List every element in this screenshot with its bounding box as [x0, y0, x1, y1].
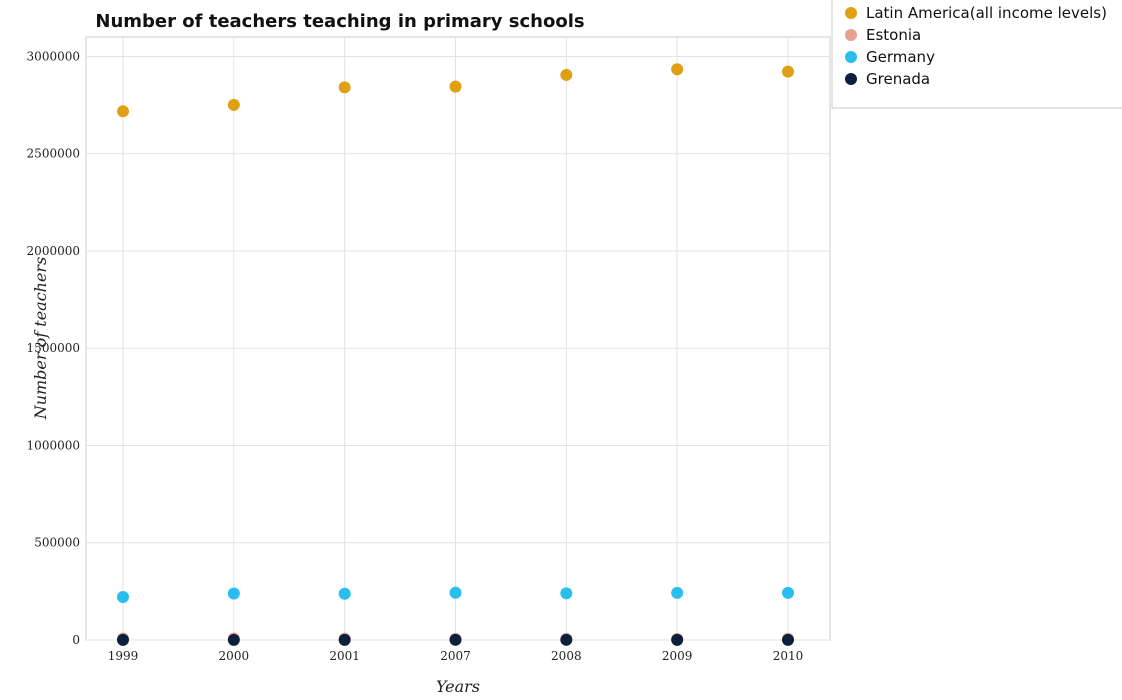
y-tick-label: 0	[72, 633, 80, 647]
legend-label: Grenada	[866, 70, 930, 88]
x-tick-label: 2000	[219, 649, 250, 663]
y-tick-label: 3000000	[27, 49, 80, 63]
y-tick-label: 2000000	[27, 244, 80, 258]
data-point	[560, 633, 573, 646]
data-point	[671, 633, 684, 646]
x-tick-label: 2008	[551, 649, 582, 663]
data-point	[227, 587, 240, 600]
y-axis-ticks: 0 500000 1000000 1500000 2000000 2500000 30000…	[27, 49, 80, 647]
y-axis-label: Number of teachers	[31, 257, 50, 421]
data-point	[227, 98, 240, 111]
x-axis-label: Years	[436, 677, 480, 696]
data-point	[449, 586, 462, 599]
data-point	[338, 587, 351, 600]
data-point	[782, 65, 794, 78]
data-point	[117, 591, 129, 604]
data-point	[338, 633, 351, 646]
legend-box	[831, 0, 1122, 109]
legend-label: Latin America(all income levels)	[866, 4, 1107, 22]
legend-marker	[845, 51, 857, 63]
data-point	[338, 81, 351, 94]
y-tick-label: 500000	[34, 536, 80, 550]
legend-label: Germany	[866, 48, 935, 66]
data-point	[782, 633, 794, 646]
x-tick-label: 1999	[108, 649, 139, 663]
legend-marker	[845, 7, 857, 19]
data-point	[782, 586, 794, 599]
data-point	[560, 587, 573, 600]
data-point	[117, 633, 129, 646]
data-point	[449, 80, 462, 93]
data-points	[117, 63, 794, 646]
x-axis-ticks: 1999 2000 2001 2007 2008 2009 2010	[108, 649, 804, 663]
x-tick-label: 2009	[662, 649, 693, 663]
x-tick-label: 2010	[773, 649, 804, 663]
legend-marker	[845, 29, 857, 41]
x-tick-label: 2007	[440, 649, 471, 663]
data-point	[560, 68, 573, 81]
legend-marker	[845, 73, 857, 85]
data-point	[671, 586, 684, 599]
y-tick-label: 2500000	[27, 147, 80, 161]
data-point	[117, 105, 129, 118]
data-point	[449, 633, 462, 646]
x-tick-label: 2001	[329, 649, 360, 663]
gridlines	[86, 37, 830, 641]
chart-title: Number of teachers teaching in primary s…	[95, 11, 584, 32]
data-point	[671, 63, 684, 76]
legend-label: Estonia	[866, 26, 921, 44]
legend: Latin America(all income levels) Estonia G…	[831, 0, 1122, 109]
y-tick-label: 1500000	[27, 341, 80, 355]
y-tick-label: 1000000	[27, 438, 80, 452]
data-point	[227, 633, 240, 646]
